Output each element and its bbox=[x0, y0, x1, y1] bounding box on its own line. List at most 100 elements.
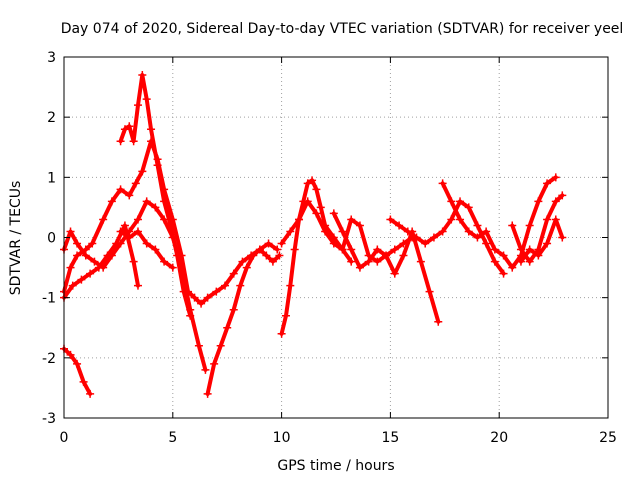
y-axis-label: SDTVAR / TECUs bbox=[8, 181, 24, 296]
data-point bbox=[153, 161, 162, 170]
data-point bbox=[490, 257, 499, 266]
data-point bbox=[166, 221, 175, 230]
data-point bbox=[403, 227, 412, 236]
data-point bbox=[81, 251, 90, 260]
y-tick-label: -2 bbox=[42, 351, 56, 367]
data-point bbox=[551, 197, 560, 206]
data-point bbox=[534, 251, 543, 260]
data-point bbox=[66, 263, 75, 272]
series-trace bbox=[279, 199, 415, 264]
data-point bbox=[116, 227, 125, 236]
data-point bbox=[262, 251, 271, 260]
data-point bbox=[508, 221, 517, 230]
data-point bbox=[131, 179, 140, 188]
data-point bbox=[551, 173, 560, 182]
data-point bbox=[147, 125, 156, 134]
data-point bbox=[120, 221, 129, 230]
data-point bbox=[125, 122, 134, 131]
data-point bbox=[223, 323, 232, 332]
data-point bbox=[229, 269, 238, 278]
data-point bbox=[438, 227, 447, 236]
data-point bbox=[382, 251, 391, 260]
data-point bbox=[386, 215, 395, 224]
y-tick-label: -3 bbox=[42, 411, 56, 427]
data-point bbox=[286, 227, 295, 236]
data-point bbox=[482, 239, 491, 248]
data-point bbox=[429, 233, 438, 242]
data-point bbox=[151, 203, 160, 212]
data-point bbox=[203, 293, 212, 302]
data-point bbox=[236, 281, 245, 290]
data-point bbox=[242, 263, 251, 272]
data-point bbox=[508, 263, 517, 272]
x-tick-label: 0 bbox=[60, 430, 69, 446]
data-point bbox=[221, 281, 230, 290]
data-point bbox=[438, 179, 447, 188]
data-point bbox=[116, 137, 125, 146]
data-point bbox=[558, 233, 567, 242]
data-point bbox=[129, 257, 138, 266]
data-point bbox=[268, 257, 277, 266]
data-point bbox=[329, 239, 338, 248]
data-point bbox=[133, 227, 142, 236]
data-point bbox=[295, 215, 304, 224]
y-tick-label: 3 bbox=[47, 50, 56, 66]
traces-layer bbox=[60, 71, 567, 398]
data-point bbox=[94, 263, 103, 272]
data-point bbox=[103, 251, 112, 260]
x-tick-label: 20 bbox=[490, 430, 508, 446]
data-point bbox=[66, 350, 75, 359]
data-point bbox=[447, 215, 456, 224]
series-trace bbox=[279, 178, 354, 336]
data-point bbox=[290, 245, 299, 254]
data-point bbox=[179, 287, 188, 296]
series-sat-f bbox=[116, 227, 177, 272]
data-point bbox=[125, 191, 134, 200]
series-trace bbox=[440, 175, 558, 270]
series-trace bbox=[388, 199, 506, 276]
data-point bbox=[229, 305, 238, 314]
data-point bbox=[464, 227, 473, 236]
data-point bbox=[186, 311, 195, 320]
y-tick-label: 0 bbox=[47, 231, 56, 247]
data-point bbox=[79, 377, 88, 386]
series-sat-l bbox=[438, 173, 560, 272]
y-tick-label: 2 bbox=[47, 110, 56, 126]
data-point bbox=[212, 287, 221, 296]
data-point bbox=[273, 245, 282, 254]
data-point bbox=[490, 245, 499, 254]
data-point bbox=[142, 95, 151, 104]
data-point bbox=[525, 221, 534, 230]
data-point bbox=[516, 245, 525, 254]
data-point bbox=[543, 239, 552, 248]
data-point bbox=[129, 137, 138, 146]
data-point bbox=[107, 197, 116, 206]
data-point bbox=[434, 317, 443, 326]
data-point bbox=[77, 275, 86, 284]
data-point bbox=[281, 311, 290, 320]
data-point bbox=[142, 239, 151, 248]
data-point bbox=[473, 233, 482, 242]
data-point bbox=[329, 209, 338, 218]
series-trace bbox=[62, 223, 140, 300]
data-point bbox=[275, 251, 284, 260]
x-tick-label: 5 bbox=[168, 430, 177, 446]
data-point bbox=[73, 239, 82, 248]
data-point bbox=[160, 257, 169, 266]
data-point bbox=[210, 359, 219, 368]
data-point bbox=[421, 239, 430, 248]
data-point bbox=[160, 197, 169, 206]
series-trace bbox=[519, 217, 565, 264]
series-trace bbox=[62, 199, 208, 372]
data-point bbox=[516, 257, 525, 266]
data-point bbox=[138, 167, 147, 176]
data-point bbox=[277, 329, 286, 338]
data-point bbox=[238, 257, 247, 266]
data-point bbox=[133, 215, 142, 224]
series-sat-k bbox=[386, 197, 508, 278]
data-point bbox=[133, 101, 142, 110]
data-point bbox=[321, 227, 330, 236]
data-point bbox=[142, 197, 151, 206]
data-point bbox=[543, 179, 552, 188]
